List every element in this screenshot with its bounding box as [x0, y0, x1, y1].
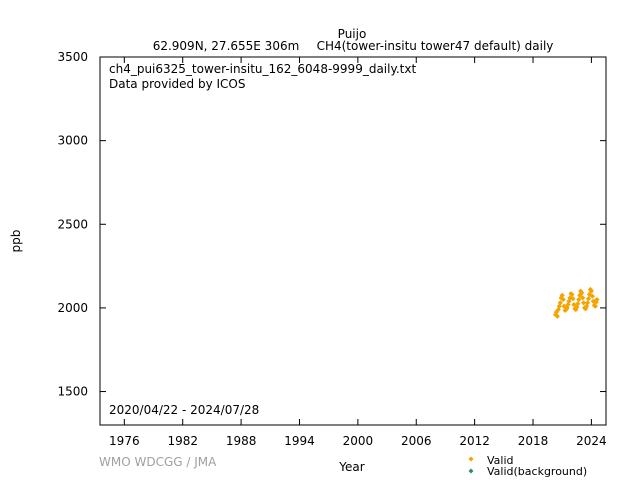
- data-point-0-5: [557, 300, 563, 306]
- data-point-0-37: [588, 288, 595, 294]
- watermark: WMO WDCGG / JMA: [99, 455, 217, 469]
- data-point-0-17: [569, 291, 575, 298]
- data-point-0-32: [583, 303, 590, 309]
- data-point-0-12: [564, 305, 570, 311]
- x-tick-label-5: 2006: [401, 434, 432, 448]
- data-point-0-23: [575, 301, 581, 307]
- data-point-0-1: [553, 309, 559, 315]
- x-tick-label-8: 2024: [576, 434, 607, 448]
- data-point-0-21: [573, 306, 579, 313]
- legend: Valid Valid(background): [468, 454, 587, 478]
- data-point-0-33: [584, 300, 591, 306]
- legend-label-valid: Valid: [487, 454, 514, 467]
- x-tick-label-0: 1976: [109, 434, 140, 448]
- x-tick-label-1: 1982: [167, 434, 198, 448]
- x-axis-ticks: 1976 1982 1988 1994 2000 2006 2012 2018 2024: [109, 57, 607, 448]
- legend-marker-valid: [468, 456, 474, 462]
- x-tick-label-3: 1994: [284, 434, 315, 448]
- data-point-0-3: [555, 306, 561, 313]
- legend-marker-valid-background: [468, 468, 474, 474]
- data-points: [552, 286, 600, 319]
- data-point-0-34: [585, 296, 592, 302]
- data-point-0-41: [592, 303, 598, 309]
- data-point-0-43: [594, 296, 600, 303]
- y-axis-ticks: 1500 2000 2500 3000 3500: [57, 50, 606, 399]
- data-point-0-39: [590, 298, 596, 304]
- chart-title-station: Puijo: [338, 27, 367, 41]
- data-point-0-24: [576, 296, 582, 303]
- file-name-annotation: ch4_pui6325_tower-insitu_162_6048-9999_d…: [109, 62, 416, 76]
- y-tick-label-1: 2000: [57, 301, 88, 315]
- data-point-0-0: [552, 312, 559, 318]
- x-tick-label-4: 2000: [343, 434, 374, 448]
- x-axis-label: Year: [338, 460, 364, 474]
- chart-title-location: 62.909N, 27.655E 306m: [153, 39, 300, 53]
- date-range-annotation: 2020/04/22 - 2024/07/28: [109, 403, 259, 417]
- data-point-0-9: [561, 303, 567, 309]
- data-point-0-19: [571, 301, 577, 308]
- x-tick-label-7: 2018: [518, 434, 549, 448]
- legend-label-valid-background: Valid(background): [487, 465, 587, 478]
- plot-frame: [99, 56, 607, 426]
- data-point-0-38: [589, 293, 595, 299]
- y-tick-label-3: 3000: [57, 134, 88, 148]
- data-point-0-7: [559, 292, 565, 298]
- chart-title-dataset: CH4(tower-insitu tower47 default) daily: [317, 39, 554, 53]
- provider-annotation: Data provided by ICOS: [109, 77, 245, 91]
- data-point-0-2: [554, 313, 560, 319]
- data-point-0-29: [581, 300, 587, 306]
- data-point-0-28: [580, 295, 586, 301]
- y-tick-label-4: 3500: [57, 50, 88, 64]
- x-tick-label-6: 2012: [459, 434, 490, 448]
- data-point-0-11: [563, 306, 569, 313]
- data-point-0-8: [560, 296, 566, 303]
- data-point-0-4: [556, 303, 562, 309]
- data-point-0-27: [579, 290, 585, 296]
- y-tick-label-0: 1500: [57, 385, 88, 399]
- y-axis-label: ppb: [9, 230, 23, 253]
- data-point-0-13: [565, 301, 571, 308]
- data-point-0-22: [574, 304, 580, 310]
- data-point-0-31: [582, 306, 589, 312]
- x-tick-label-2: 1988: [226, 434, 257, 448]
- data-point-0-18: [570, 296, 576, 302]
- data-point-0-25: [577, 292, 583, 298]
- y-tick-label-2: 2500: [57, 217, 88, 231]
